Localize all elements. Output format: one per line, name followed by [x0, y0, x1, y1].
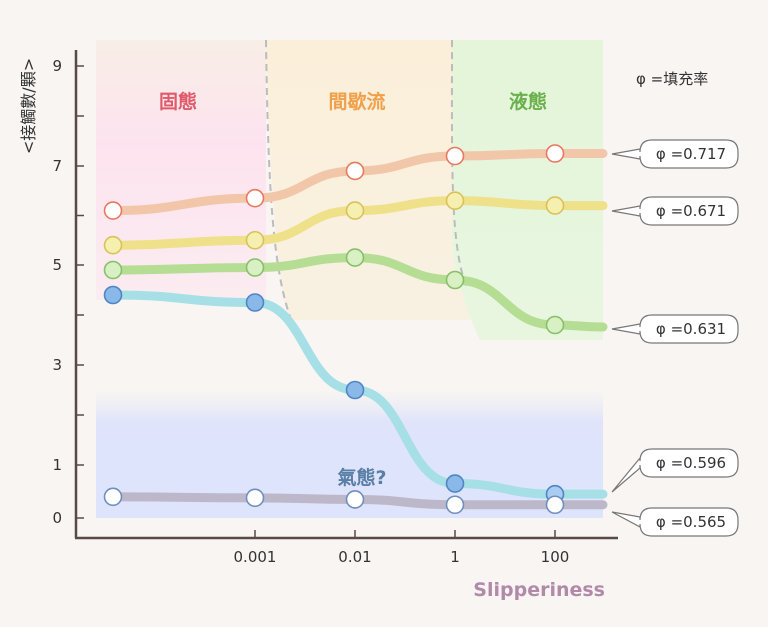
data-point [103, 235, 123, 255]
data-point [445, 495, 465, 515]
y-tick-label: 0 [52, 509, 62, 527]
y-axis-title: <接觸數/顆> [19, 58, 38, 154]
region-intermittent [266, 40, 470, 320]
axes: 0 1 3 5 7 9 0.001 0.01 1 100 Slipperiness <接觸數/顆> [19, 50, 618, 601]
legend-bubble [611, 139, 739, 169]
y-tick-label: 3 [52, 356, 62, 374]
legend-bubble [611, 196, 739, 226]
legend-label: φ =0.565 [656, 513, 726, 531]
series-group [103, 144, 608, 515]
y-tick-label: 7 [52, 157, 62, 175]
data-point [545, 196, 565, 215]
phase-label: 間歇流 [328, 90, 385, 113]
data-point [345, 161, 365, 181]
x-tick-label: 100 [541, 548, 570, 566]
legend-bubble [611, 448, 739, 493]
data-point [103, 201, 123, 220]
data-point [345, 201, 365, 220]
data-point [103, 260, 123, 280]
data-point [345, 248, 365, 267]
legend-bubble [611, 314, 739, 344]
legend-callout: φ =0.565 [611, 507, 739, 537]
data-point [545, 495, 565, 515]
legend-label: φ =0.631 [656, 320, 726, 338]
region-solid [96, 40, 266, 300]
y-tick-label: 9 [52, 57, 62, 75]
x-tick-label: 0.01 [338, 548, 371, 566]
data-point [445, 146, 465, 166]
phase-label: 固態 [159, 90, 197, 113]
legend-callout: φ =0.631 [611, 314, 739, 344]
data-point [103, 487, 123, 507]
data-point [345, 490, 365, 509]
phase-regions [96, 39, 603, 518]
boundary-solid-intermittent [265, 39, 293, 323]
data-point [245, 230, 265, 250]
legend-title: φ =填充率 [636, 70, 708, 88]
x-axis-title: Slipperiness [473, 579, 605, 601]
data-point [545, 144, 565, 163]
legend-callout: φ =0.671 [611, 196, 739, 226]
data-point [445, 191, 465, 210]
legend-callout: φ =0.596 [611, 448, 739, 493]
legend-label: φ =0.596 [656, 454, 726, 472]
legend-bubble [611, 507, 739, 537]
callouts: φ =填充率 φ =0.717 φ =0.671 φ =0.631 φ =0.596 φ … [611, 70, 739, 537]
data-point [345, 380, 365, 400]
legend-label: φ =0.671 [656, 202, 726, 220]
x-tick-label: 1 [450, 548, 460, 566]
phase-label: 液態 [509, 90, 547, 113]
legend-label: φ =0.717 [656, 145, 726, 163]
y-tick-label: 1 [52, 456, 62, 474]
data-point [245, 258, 265, 277]
phase-label: 氣態? [337, 466, 386, 489]
legend-callout: φ =0.717 [611, 139, 739, 169]
region-liquid [452, 40, 603, 340]
data-point [445, 474, 465, 493]
x-tick-label: 0.001 [234, 548, 277, 566]
data-point [245, 488, 265, 508]
data-point [245, 188, 265, 208]
data-point [245, 293, 265, 312]
y-tick-label: 5 [52, 256, 62, 274]
data-point [545, 315, 565, 335]
data-point [445, 270, 465, 290]
data-point [103, 285, 123, 305]
